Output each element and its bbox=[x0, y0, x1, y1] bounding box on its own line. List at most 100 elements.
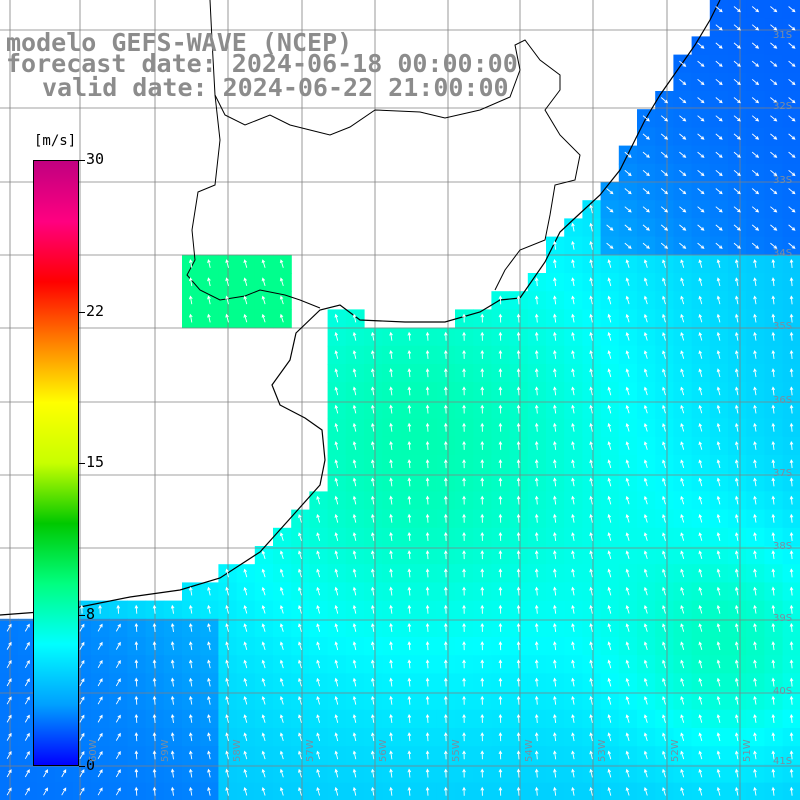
wind-arrow bbox=[352, 786, 357, 796]
wind-arrow bbox=[733, 151, 741, 158]
wind-arrow bbox=[389, 622, 393, 632]
wind-arrow bbox=[115, 769, 121, 778]
wind-arrow bbox=[6, 659, 12, 669]
wind-arrow bbox=[789, 277, 794, 287]
wind-arrow bbox=[462, 604, 466, 614]
wind-arrow bbox=[462, 659, 466, 669]
wind-arrow bbox=[680, 313, 685, 323]
wind-arrow bbox=[480, 732, 485, 742]
wind-arrow bbox=[352, 477, 357, 487]
wind-arrow bbox=[462, 768, 466, 778]
latitude-label: 37S bbox=[773, 468, 793, 479]
wind-arrow bbox=[698, 350, 703, 359]
coastline-brazil-border bbox=[214, 39, 581, 291]
wind-arrow bbox=[534, 440, 539, 450]
wind-arrow bbox=[516, 404, 521, 414]
wind-arrow bbox=[571, 331, 575, 341]
wind-speed-cell bbox=[782, 0, 800, 19]
wind-arrow bbox=[734, 677, 739, 687]
wind-arrow bbox=[480, 550, 485, 560]
wind-arrow bbox=[534, 404, 539, 414]
wind-arrow bbox=[553, 513, 557, 523]
wind-arrow bbox=[660, 97, 669, 104]
wind-arrow bbox=[770, 24, 778, 31]
wind-arrow bbox=[789, 477, 794, 487]
wind-arrow bbox=[79, 787, 85, 796]
wind-arrow bbox=[370, 422, 375, 432]
wind-arrow bbox=[716, 404, 721, 414]
wind-arrow bbox=[753, 532, 757, 541]
wind-arrow bbox=[789, 659, 794, 669]
wind-arrow bbox=[443, 404, 448, 414]
wind-arrow bbox=[789, 313, 794, 323]
wind-arrow bbox=[625, 768, 630, 778]
wind-arrow bbox=[480, 750, 485, 760]
wind-arrow bbox=[498, 331, 503, 341]
latitude-label: 31S bbox=[773, 30, 793, 41]
wind-arrow bbox=[715, 24, 723, 31]
wind-arrow bbox=[715, 6, 723, 13]
wind-arrow bbox=[316, 495, 321, 505]
wind-arrow bbox=[443, 695, 448, 705]
wind-arrow bbox=[480, 713, 485, 723]
wind-arrow bbox=[625, 514, 630, 523]
wind-arrow bbox=[662, 659, 666, 669]
wind-arrow bbox=[571, 350, 575, 359]
wind-arrow bbox=[407, 331, 412, 341]
wind-arrow bbox=[625, 605, 630, 614]
wind-arrow bbox=[115, 623, 121, 632]
wind-arrow bbox=[316, 641, 321, 651]
wind-arrow bbox=[589, 786, 593, 796]
wind-arrow bbox=[642, 242, 650, 249]
wind-arrow bbox=[6, 750, 12, 760]
latitude-label: 40S bbox=[773, 686, 793, 697]
wind-arrow bbox=[571, 313, 575, 323]
wind-arrow bbox=[589, 495, 593, 505]
colorbar-tick-label: 30 bbox=[86, 150, 105, 168]
wind-arrow bbox=[279, 259, 284, 268]
wind-arrow bbox=[207, 659, 211, 669]
wind-arrow bbox=[334, 441, 339, 450]
wind-arrow bbox=[606, 188, 614, 195]
wind-arrow bbox=[553, 550, 557, 560]
wind-arrow bbox=[370, 659, 375, 669]
wind-arrow bbox=[516, 604, 521, 614]
wind-arrow bbox=[6, 732, 12, 741]
wind-arrow bbox=[24, 641, 30, 650]
wind-arrow bbox=[716, 677, 721, 687]
wind-arrow bbox=[662, 568, 666, 578]
wind-arrow bbox=[625, 586, 630, 596]
wind-arrow bbox=[660, 169, 669, 177]
longitude-label: 52W bbox=[670, 739, 681, 762]
wind-arrow bbox=[498, 622, 503, 632]
wind-arrow bbox=[715, 151, 723, 158]
wind-arrow bbox=[6, 678, 12, 687]
wind-arrow bbox=[225, 714, 229, 723]
wind-arrow bbox=[607, 477, 612, 487]
wind-arrow bbox=[352, 404, 357, 414]
wind-arrow bbox=[571, 459, 575, 469]
wind-arrow bbox=[152, 604, 157, 614]
wind-arrow bbox=[662, 277, 666, 287]
wind-arrow bbox=[279, 659, 284, 669]
wind-arrow bbox=[534, 768, 539, 778]
wind-arrow bbox=[771, 440, 776, 450]
wind-arrow bbox=[571, 732, 575, 742]
wind-arrow bbox=[298, 586, 302, 596]
wind-arrow bbox=[389, 386, 393, 396]
wind-arrow bbox=[425, 513, 430, 523]
wind-arrow bbox=[334, 459, 339, 469]
wind-arrow bbox=[771, 295, 776, 305]
wind-arrow bbox=[243, 605, 248, 614]
latitude-label: 33S bbox=[773, 175, 793, 186]
wind-arrow bbox=[352, 513, 357, 523]
wind-arrow bbox=[298, 550, 302, 560]
wind-arrow bbox=[789, 750, 794, 760]
wind-arrow bbox=[389, 440, 393, 450]
wind-arrow bbox=[607, 750, 612, 760]
wind-arrow bbox=[480, 422, 485, 432]
wind-arrow bbox=[480, 386, 485, 396]
wind-arrow bbox=[207, 732, 211, 742]
wind-arrow bbox=[534, 732, 539, 742]
